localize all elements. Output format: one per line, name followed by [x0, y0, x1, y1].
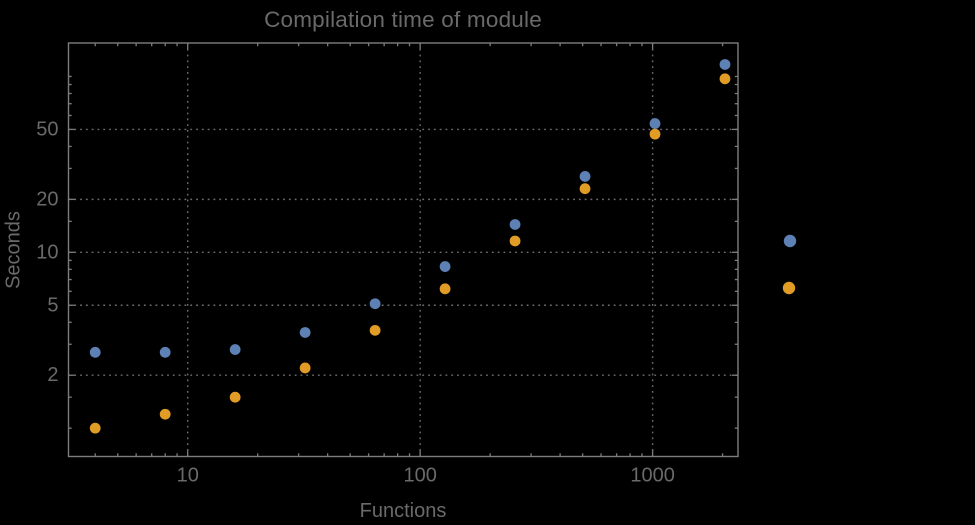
data-point-series-1-blue — [439, 261, 451, 272]
data-point-series-1-blue — [159, 346, 171, 358]
data-point-series-2-orange — [719, 73, 731, 85]
plot-frame — [67, 42, 739, 458]
x-tick-label: 10 — [177, 465, 199, 487]
y-tick-label: 50 — [36, 118, 58, 140]
data-point-series-2-orange — [229, 391, 241, 403]
data-point-series-1-blue — [299, 327, 311, 338]
data-point-series-1-blue — [229, 344, 241, 355]
legend-marker-1 — [783, 234, 797, 248]
data-point-series-2-orange — [299, 362, 311, 374]
x-tick-label: 1000 — [630, 465, 675, 487]
data-point-series-1-blue — [719, 59, 731, 70]
data-point-series-2-orange — [369, 324, 381, 336]
data-point-series-2-orange — [159, 408, 171, 420]
data-point-series-2-orange — [439, 283, 451, 295]
chart-title: Compilation time of module — [264, 7, 542, 32]
data-point-series-1-blue — [649, 118, 661, 129]
data-point-series-1-blue — [89, 346, 101, 358]
data-point-series-2-orange — [89, 422, 101, 434]
x-axis-label: Functions — [359, 500, 447, 522]
data-point-series-1-blue — [509, 219, 521, 230]
data-point-series-2-orange — [509, 235, 521, 247]
x-tick-label: 100 — [403, 465, 436, 487]
legend-marker-2 — [782, 281, 796, 295]
data-point-series-1-blue — [579, 171, 591, 182]
y-tick-label: 5 — [47, 294, 58, 316]
data-point-series-2-orange — [579, 183, 591, 195]
data-point-series-1-blue — [369, 298, 381, 310]
y-tick-label: 2 — [47, 364, 58, 386]
data-point-series-2-orange — [649, 128, 661, 140]
y-tick-label: 20 — [36, 188, 58, 210]
y-tick-label: 10 — [36, 241, 58, 263]
y-axis-label: Seconds — [2, 211, 25, 289]
